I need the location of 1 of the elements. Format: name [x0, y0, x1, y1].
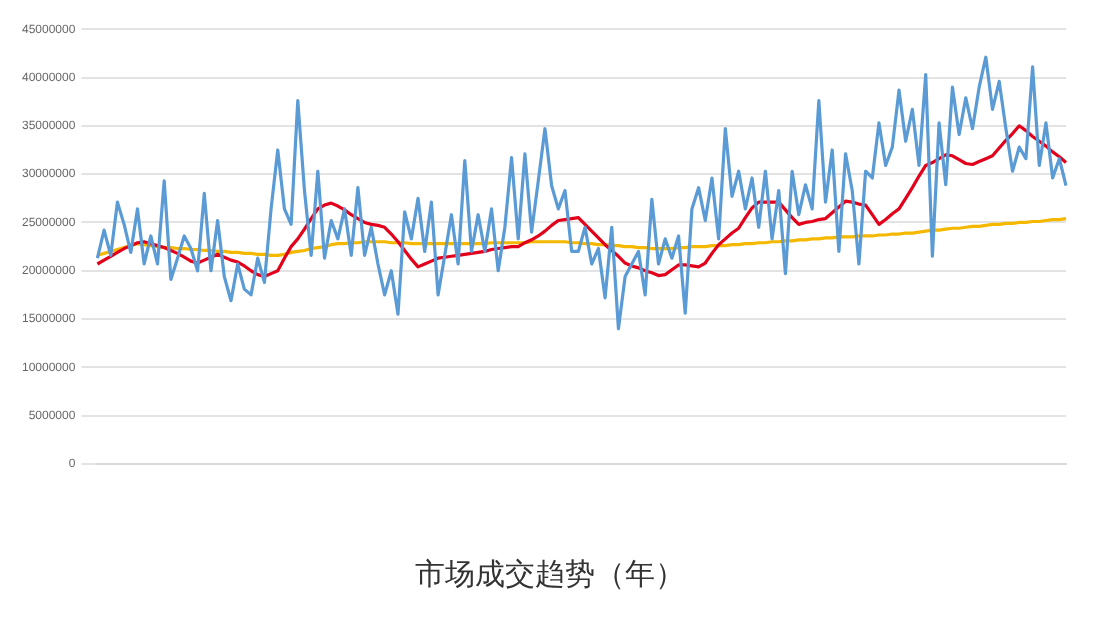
text: 市场成交趋势（年）	[413, 556, 687, 594]
